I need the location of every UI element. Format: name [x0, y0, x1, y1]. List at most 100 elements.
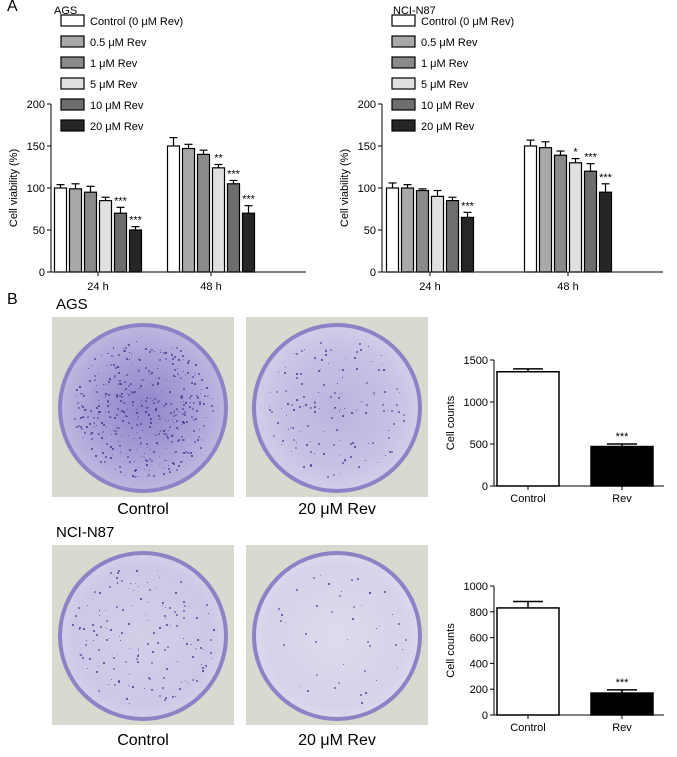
- colony-dot: [355, 410, 357, 412]
- colony-dot: [324, 350, 327, 353]
- colony-dot: [315, 673, 318, 676]
- colony-dot: [161, 601, 164, 604]
- colony-dot: [87, 605, 89, 607]
- colony-dot: [163, 472, 166, 475]
- ncin87-colony-y-tick-label: 1000: [464, 581, 488, 593]
- ags-y-tick-label: 100: [27, 183, 45, 195]
- colony-dot: [145, 399, 148, 402]
- colony-dot: [106, 427, 108, 429]
- colony-dot: [366, 692, 368, 694]
- colony-dot: [355, 350, 358, 353]
- colony-dot: [76, 425, 79, 428]
- colony-dot: [116, 606, 119, 609]
- colony-dot: [145, 464, 148, 467]
- colony-dot: [202, 424, 205, 427]
- colony-dot: [185, 402, 188, 405]
- colony-dot: [182, 452, 185, 455]
- colony-dot: [116, 581, 118, 583]
- colony-dot: [118, 466, 121, 469]
- colony-dot: [203, 648, 205, 650]
- colony-dot: [323, 430, 325, 432]
- colony-dot: [166, 447, 168, 449]
- colony-dot: [123, 475, 125, 477]
- colony-dot: [193, 401, 195, 404]
- ncin87-bar: [553, 154, 568, 273]
- colony-dot: [191, 656, 194, 659]
- colony-dot: [386, 409, 388, 411]
- colony-dot: [315, 605, 318, 608]
- colony-dot: [115, 393, 118, 396]
- colony-dot: [195, 616, 198, 619]
- colony-dot: [164, 697, 167, 700]
- colony-dot: [146, 459, 149, 462]
- colony-dot: [127, 455, 130, 458]
- colony-dot: [196, 394, 199, 397]
- colony-dot: [137, 649, 139, 651]
- colony-dot: [94, 454, 97, 457]
- colony-dot: [182, 421, 185, 424]
- colony-dot: [387, 430, 389, 432]
- colony-dot: [105, 410, 107, 412]
- ags-bar: [241, 212, 256, 273]
- colony-dot: [193, 382, 196, 385]
- colony-dot: [168, 464, 170, 466]
- colony-dot: [141, 456, 143, 458]
- colony-dot: [127, 434, 129, 436]
- ags-y-tick-label: 0: [39, 267, 45, 279]
- colony-dot: [280, 443, 282, 445]
- colony-dot: [123, 401, 126, 404]
- colony-dot: [111, 453, 113, 455]
- colony-dot: [89, 423, 92, 426]
- colony-dot: [116, 571, 119, 574]
- colony-dot: [189, 605, 191, 607]
- colony-dot: [364, 691, 367, 694]
- colony-dot: [312, 576, 315, 579]
- colony-dot: [175, 414, 178, 417]
- colony-dot: [182, 387, 185, 390]
- colony-dot: [99, 410, 102, 413]
- colony-dot: [177, 373, 180, 376]
- colony-dot: [117, 365, 120, 368]
- colony-dot: [125, 698, 128, 701]
- colony-dot: [108, 637, 110, 639]
- ags-bar: [181, 147, 196, 273]
- colony-dot: [117, 681, 120, 684]
- colony-dot: [89, 409, 92, 412]
- colony-dot: [113, 430, 115, 432]
- colony-dot: [278, 608, 281, 611]
- colony-dot: [271, 411, 274, 414]
- colony-dot: [155, 407, 158, 410]
- colony-dot: [78, 626, 81, 629]
- colony-dot: [359, 693, 362, 696]
- colony-dot: [162, 404, 165, 407]
- colony-dot: [98, 411, 101, 414]
- colony-dot: [155, 434, 158, 437]
- colony-dot: [128, 344, 131, 347]
- colony-dot: [200, 389, 202, 391]
- colony-dot: [181, 396, 184, 399]
- colony-dot: [340, 392, 342, 394]
- colony-dot: [120, 434, 122, 436]
- colony-dot: [122, 609, 125, 612]
- colony-dot: [128, 393, 131, 396]
- ags-colony-x-tick-label: Control: [510, 493, 545, 505]
- colony-dot: [170, 352, 172, 354]
- colony-dot: [174, 381, 176, 383]
- colony-dot: [206, 604, 209, 607]
- colony-dot: [351, 578, 354, 581]
- colony-dot: [108, 352, 110, 354]
- colony-dot: [121, 579, 124, 582]
- colony-dot: [164, 351, 167, 354]
- colony-dot: [142, 430, 144, 432]
- colony-dot: [183, 421, 186, 424]
- colony-dot: [391, 410, 394, 413]
- colony-dot: [74, 417, 77, 420]
- ncin87-y-label: Cell viability (%): [339, 149, 351, 227]
- colony-dot: [103, 423, 106, 426]
- colony-dot: [122, 419, 125, 422]
- colony-dot: [82, 627, 85, 630]
- colony-dot: [320, 341, 323, 344]
- colony-dot: [367, 442, 369, 444]
- colony-dot: [102, 451, 105, 454]
- colony-dot: [105, 384, 107, 386]
